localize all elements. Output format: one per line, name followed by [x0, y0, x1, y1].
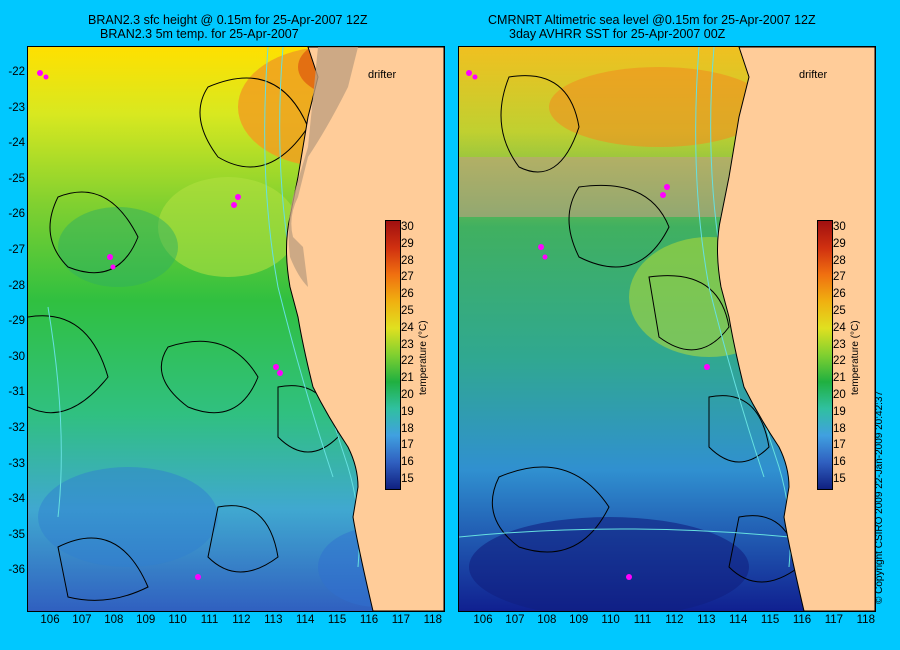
lat-tick-label: -28 [8, 279, 25, 292]
colorbar-tick-label: 30 [833, 221, 846, 233]
colorbar-tick-label: 18 [833, 422, 846, 435]
lat-tick-label: -33 [8, 457, 25, 470]
colorbar-tick-label: 21 [401, 372, 414, 385]
left-title-line1: BRAN2.3 sfc height @ 0.15m for 25-Apr-20… [88, 13, 368, 27]
colorbar-tick-label: 23 [401, 338, 414, 351]
lat-tick-label: -25 [8, 172, 25, 185]
lat-tick-label: -35 [8, 528, 25, 541]
colorbar-tick-label: 28 [401, 254, 414, 267]
drifter-legend-label: drifter [368, 69, 397, 81]
lat-tick-label: -27 [8, 244, 25, 256]
lon-tick-label: 107 [72, 614, 92, 626]
right-sst-map [459, 47, 875, 611]
lat-tick-label: -36 [8, 564, 25, 577]
colorbar-tick-label: 21 [833, 372, 846, 385]
lon-tick-label: 115 [327, 614, 347, 626]
lon-tick-label: 116 [359, 614, 379, 626]
left-map-panel: drifter [27, 46, 445, 612]
lon-tick-label: 118 [856, 614, 875, 626]
left-title-line2: BRAN2.3 5m temp. for 25-Apr-2007 [100, 27, 299, 41]
lon-tick-label: 108 [104, 614, 124, 626]
lat-tick-label: -34 [8, 493, 25, 506]
lon-tick-label: 112 [232, 614, 251, 626]
lat-tick-label: -30 [8, 350, 25, 363]
lon-tick-label: 112 [665, 614, 684, 626]
right-map-panel: drifter [458, 46, 876, 612]
colorbar-tick-label: 24 [401, 321, 414, 334]
colorbar-tick-label: 23 [833, 338, 846, 351]
colorbar-tick-label: 22 [401, 355, 414, 368]
left-sst-map [28, 47, 444, 611]
lon-tick-label: 113 [697, 614, 716, 626]
colorbar-tick-label: 22 [833, 355, 846, 368]
lon-tick-label: 117 [824, 614, 844, 626]
lon-tick-label: 110 [601, 614, 620, 626]
colorbar-tick-label: 18 [401, 422, 414, 435]
lon-tick-label: 111 [200, 614, 219, 626]
lon-tick-label: 106 [40, 614, 60, 626]
colorbar-tick-label: 29 [401, 237, 414, 250]
colorbar-tick-label: 28 [833, 254, 846, 267]
lon-tick-label: 107 [505, 614, 525, 626]
colorbar-tick-label: 19 [833, 405, 846, 418]
lat-tick-label: -23 [8, 101, 25, 114]
colorbar-tick-label: 17 [833, 439, 846, 452]
colorbar-tick-label: 15 [833, 473, 846, 485]
lon-tick-label: 109 [569, 614, 589, 626]
lon-tick-label: 116 [792, 614, 812, 626]
colorbar-tick-label: 16 [833, 456, 846, 469]
colorbar-tick-label: 15 [401, 473, 414, 485]
lon-tick-label: 117 [391, 614, 411, 626]
lat-tick-label: -31 [8, 386, 25, 399]
lat-tick-label: -22 [8, 66, 25, 78]
lon-tick-label: 110 [168, 614, 187, 626]
lon-tick-label: 118 [423, 614, 442, 626]
right-title-line2: 3day AVHRR SST for 25-Apr-2007 00Z [509, 27, 726, 41]
colorbar-tick-label: 29 [833, 237, 846, 250]
colorbar-tick-label: 27 [401, 271, 414, 284]
lon-tick-label: 115 [760, 614, 780, 626]
colorbar-tick-label: 16 [401, 456, 414, 469]
colorbar-tick-label: 27 [833, 271, 846, 284]
colorbar-tick-label: 24 [833, 321, 846, 334]
colorbar-tick-label: 30 [401, 221, 414, 233]
left-colorbar-title: temperature (°C) [418, 320, 429, 395]
drifter-legend-label-right: drifter [799, 69, 828, 81]
lat-tick-label: -32 [8, 422, 25, 434]
lat-tick-label: -26 [8, 208, 25, 221]
lon-tick-label: 109 [136, 614, 156, 626]
copyright-label: © Copyright CSIRO 2009 22-Jan-2009 20:42… [874, 390, 885, 604]
lon-tick-label: 108 [537, 614, 557, 626]
right-title-line1: CMRNRT Altimetric sea level @0.15m for 2… [488, 13, 816, 27]
colorbar-tick-label: 20 [401, 389, 414, 401]
colorbar-tick-label: 19 [401, 405, 414, 418]
colorbar-tick-label: 17 [401, 439, 414, 452]
lon-tick-label: 114 [296, 614, 315, 626]
colorbar-tick-label: 20 [833, 389, 846, 401]
lon-tick-label: 113 [264, 614, 283, 626]
lat-tick-label: -24 [8, 137, 25, 150]
colorbar-tick-label: 26 [401, 288, 414, 301]
right-colorbar [817, 220, 833, 490]
lat-tick-label: -29 [8, 315, 25, 328]
left-colorbar [385, 220, 401, 490]
lon-tick-label: 111 [633, 614, 652, 626]
lon-tick-label: 114 [729, 614, 748, 626]
lon-tick-label: 106 [473, 614, 493, 626]
right-colorbar-title: temperature (°C) [850, 320, 861, 395]
colorbar-tick-label: 26 [833, 288, 846, 301]
colorbar-tick-label: 25 [401, 305, 414, 317]
colorbar-tick-label: 25 [833, 305, 846, 317]
